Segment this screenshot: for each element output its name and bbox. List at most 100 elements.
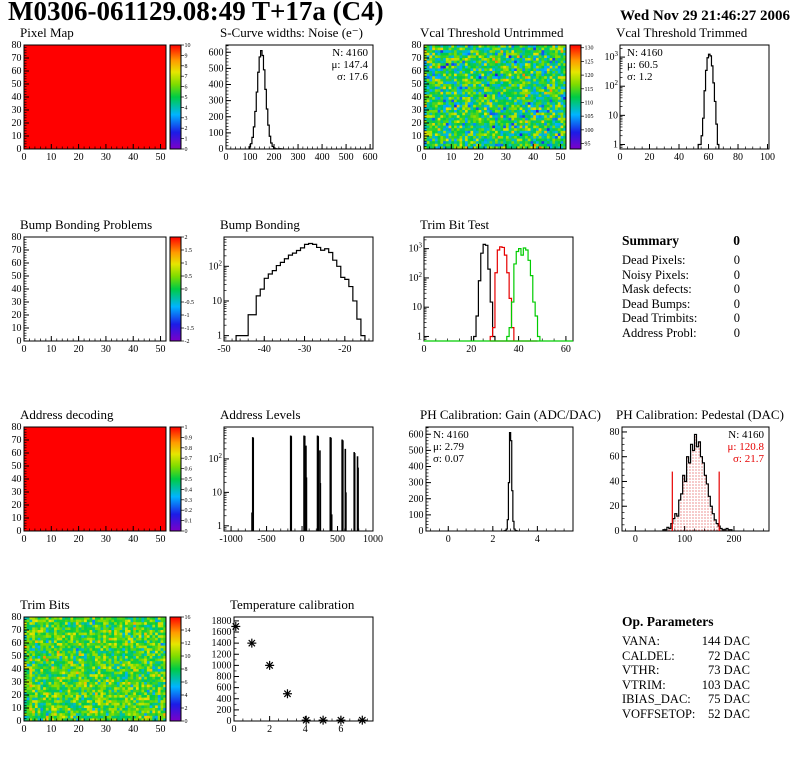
- svg-text:40: 40: [12, 474, 22, 485]
- svg-text:3: 3: [185, 116, 188, 122]
- svg-text:0.5: 0.5: [185, 274, 193, 280]
- svg-text:0: 0: [417, 144, 422, 155]
- summary-title-row: Summary 0: [622, 233, 740, 249]
- chart-title: Bump Bonding: [220, 217, 300, 232]
- svg-text:μ: 60.5: μ: 60.5: [627, 59, 658, 71]
- timestamp: Wed Nov 29 21:46:27 2006: [620, 8, 790, 24]
- svg-text:0.7: 0.7: [185, 456, 193, 462]
- summary-row: Dead Pixels: 0: [622, 253, 740, 268]
- svg-text:-30: -30: [298, 344, 311, 355]
- svg-text:20: 20: [610, 501, 620, 512]
- svg-text:10: 10: [608, 110, 618, 121]
- svg-text:-20: -20: [338, 344, 351, 355]
- svg-text:μ: 2.79: μ: 2.79: [433, 441, 464, 453]
- svg-text:300: 300: [209, 96, 224, 107]
- op-row-value: 52 DAC: [707, 706, 750, 721]
- svg-text:20: 20: [645, 152, 655, 163]
- svg-text:60: 60: [610, 452, 620, 463]
- svg-text:2: 2: [185, 126, 188, 132]
- ph-pedestal-panel: PH Calibration: Pedestal (DAC) 0 100 200 0 2…: [596, 408, 796, 558]
- svg-text:30: 30: [101, 534, 111, 545]
- chart-title: Trim Bits: [20, 597, 70, 612]
- svg-text:4: 4: [185, 105, 188, 111]
- svg-text:5: 5: [185, 95, 188, 101]
- summary-row-label: Noisy Pixels:: [622, 267, 690, 282]
- svg-text:20: 20: [412, 118, 422, 129]
- svg-text:70: 70: [12, 435, 22, 446]
- svg-text:2: 2: [185, 235, 188, 241]
- summary-row: Dead Trimbits: 0: [622, 311, 740, 326]
- op-row-value: 72 DAC: [707, 648, 750, 663]
- svg-text:1: 1: [417, 331, 422, 342]
- bump-bonding-panel: Bump Bonding -50 -40 -30 -20 1 10 102: [200, 218, 400, 368]
- address-decoding-panel: Address decoding 0 0.1 0.2 0.3 0.4 0.5 0.6 0.7 0…: [0, 408, 200, 558]
- svg-text:0.9: 0.9: [185, 435, 193, 441]
- svg-text:-2: -2: [185, 339, 190, 345]
- svg-text:N: 4160: N: 4160: [332, 47, 368, 59]
- svg-text:40: 40: [528, 152, 538, 163]
- op-row-label: VTRIM:: [622, 677, 666, 692]
- svg-text:N: 4160: N: 4160: [433, 429, 469, 441]
- svg-text:10: 10: [446, 152, 456, 163]
- bump-problems-panel: Bump Bonding Problems -2 -1.5 -1 -0.5 0 0.5 1 1…: [0, 218, 200, 368]
- svg-text:10: 10: [46, 344, 56, 355]
- op-parameters-title-row: Op. Parameters: [622, 614, 750, 630]
- svg-text:7: 7: [185, 74, 188, 80]
- svg-text:0.1: 0.1: [185, 519, 193, 525]
- chart-title: PH Calibration: Pedestal (DAC): [616, 407, 784, 422]
- svg-text:40: 40: [12, 92, 22, 103]
- summary-row: Mask defects: 0: [622, 282, 740, 297]
- svg-text:σ: 0.07: σ: 0.07: [433, 453, 464, 465]
- svg-text:0: 0: [633, 534, 638, 545]
- svg-text:30: 30: [12, 487, 22, 498]
- op-row-value: 75 DAC: [707, 692, 750, 707]
- svg-text:95: 95: [585, 142, 591, 148]
- svg-text:0: 0: [185, 529, 188, 535]
- svg-text:0: 0: [22, 534, 27, 545]
- op-row-value: 144 DAC: [701, 634, 750, 648]
- svg-text:100: 100: [760, 152, 775, 163]
- svg-text:σ: 17.6: σ: 17.6: [337, 71, 368, 83]
- chart-title: Pixel Map: [20, 25, 74, 40]
- svg-text:70: 70: [412, 53, 422, 64]
- svg-text:50: 50: [156, 344, 166, 355]
- svg-text:600: 600: [363, 152, 378, 163]
- summary-row-label: Dead Bumps:: [622, 296, 691, 311]
- chart-title: Address Levels: [220, 407, 301, 422]
- chart-title: Bump Bonding Problems: [20, 217, 153, 232]
- trim-bit-test-panel: Trim Bit Test 0 20 40 60 1 10 102 103: [400, 218, 600, 368]
- svg-text:1.5: 1.5: [185, 248, 193, 254]
- address-levels-chart: -1000 -500 0 500 1000 1 10 102: [209, 426, 383, 545]
- svg-text:400: 400: [209, 80, 224, 91]
- svg-text:40: 40: [128, 152, 138, 163]
- summary-row-label: Dead Pixels:: [622, 253, 686, 267]
- svg-text:0.8: 0.8: [185, 446, 193, 452]
- svg-text:200: 200: [209, 112, 224, 123]
- svg-text:20: 20: [74, 344, 84, 355]
- svg-text:60: 60: [12, 258, 22, 269]
- svg-text:100: 100: [243, 152, 258, 163]
- svg-text:10: 10: [212, 487, 222, 498]
- svg-text:50: 50: [12, 271, 22, 282]
- svg-text:20: 20: [74, 152, 84, 163]
- op-row-label: IBIAS_DAC:: [622, 692, 691, 707]
- svg-text:1: 1: [185, 261, 188, 267]
- svg-text:50: 50: [156, 152, 166, 163]
- svg-text:125: 125: [585, 59, 594, 65]
- svg-text:20: 20: [474, 152, 484, 163]
- svg-text:1: 1: [185, 137, 188, 143]
- svg-text:0: 0: [17, 336, 22, 347]
- svg-text:60: 60: [704, 152, 714, 163]
- svg-text:-1000: -1000: [219, 534, 242, 545]
- op-row-label: VANA:: [622, 634, 660, 648]
- svg-text:600: 600: [209, 47, 224, 58]
- svg-text:80: 80: [733, 152, 743, 163]
- svg-text:103: 103: [605, 50, 619, 63]
- svg-text:70: 70: [12, 53, 22, 64]
- op-row-value: 73 DAC: [707, 663, 750, 678]
- svg-text:10: 10: [412, 131, 422, 142]
- op-parameter-row: CALDEL: 72 DAC: [622, 649, 750, 664]
- summary-row-value: 0: [733, 325, 740, 340]
- svg-text:40: 40: [128, 344, 138, 355]
